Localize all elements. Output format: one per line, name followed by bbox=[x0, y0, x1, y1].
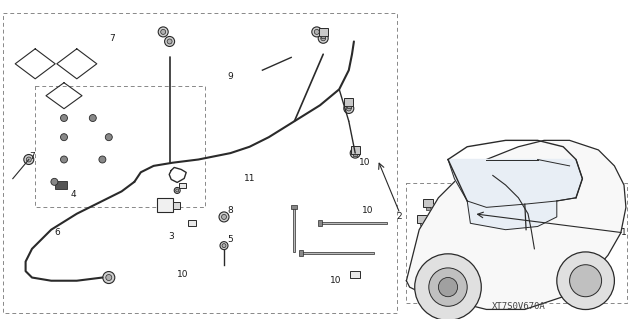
Circle shape bbox=[312, 27, 322, 37]
Circle shape bbox=[222, 244, 226, 248]
Circle shape bbox=[557, 252, 614, 309]
Bar bbox=[351, 146, 360, 153]
Circle shape bbox=[438, 278, 458, 297]
Circle shape bbox=[353, 151, 358, 156]
Circle shape bbox=[61, 156, 67, 163]
Circle shape bbox=[346, 106, 351, 111]
Text: 10: 10 bbox=[359, 158, 371, 167]
Bar bbox=[157, 198, 173, 212]
Bar bbox=[559, 177, 565, 183]
Circle shape bbox=[415, 254, 481, 319]
Text: 1: 1 bbox=[621, 228, 627, 237]
Bar bbox=[417, 214, 428, 223]
Circle shape bbox=[90, 115, 96, 122]
Bar bbox=[301, 252, 374, 254]
Bar bbox=[291, 205, 298, 209]
Circle shape bbox=[167, 39, 172, 44]
Circle shape bbox=[106, 134, 112, 141]
Bar bbox=[318, 220, 322, 226]
Bar bbox=[293, 207, 296, 252]
Circle shape bbox=[61, 115, 67, 122]
Bar bbox=[319, 28, 328, 35]
Text: 4: 4 bbox=[71, 190, 76, 199]
Circle shape bbox=[24, 154, 34, 165]
Bar bbox=[320, 222, 387, 224]
Bar bbox=[188, 220, 196, 226]
Bar bbox=[173, 202, 180, 209]
Bar bbox=[440, 230, 450, 239]
Bar bbox=[426, 207, 429, 210]
Circle shape bbox=[61, 134, 67, 141]
Bar bbox=[344, 99, 353, 106]
Bar bbox=[420, 223, 424, 226]
Bar bbox=[406, 183, 627, 303]
Circle shape bbox=[219, 212, 229, 222]
Bar bbox=[561, 183, 563, 185]
Text: 6: 6 bbox=[55, 228, 60, 237]
Circle shape bbox=[221, 214, 227, 219]
Text: 7: 7 bbox=[29, 152, 35, 161]
Bar bbox=[452, 204, 456, 206]
Text: XT7S0V670A: XT7S0V670A bbox=[492, 302, 545, 311]
Text: 2: 2 bbox=[397, 212, 402, 221]
Bar bbox=[321, 35, 325, 38]
Circle shape bbox=[174, 188, 180, 193]
Circle shape bbox=[350, 148, 360, 158]
Circle shape bbox=[161, 29, 166, 34]
Circle shape bbox=[321, 36, 326, 41]
Bar bbox=[465, 219, 469, 221]
Text: 8: 8 bbox=[228, 206, 233, 215]
Text: 10: 10 bbox=[177, 270, 188, 279]
Bar bbox=[3, 13, 397, 313]
Bar bbox=[353, 153, 357, 156]
Polygon shape bbox=[406, 140, 626, 309]
Circle shape bbox=[344, 103, 354, 114]
Bar bbox=[443, 239, 447, 241]
Circle shape bbox=[429, 268, 467, 306]
Text: 7: 7 bbox=[109, 34, 115, 43]
Text: 10: 10 bbox=[330, 276, 342, 285]
Circle shape bbox=[164, 36, 175, 47]
Text: 11: 11 bbox=[244, 174, 255, 183]
Circle shape bbox=[106, 275, 112, 280]
Bar bbox=[449, 195, 460, 204]
Circle shape bbox=[220, 241, 228, 250]
Text: 10: 10 bbox=[362, 206, 374, 215]
Polygon shape bbox=[467, 201, 557, 230]
Circle shape bbox=[51, 178, 58, 185]
Circle shape bbox=[570, 265, 602, 297]
Circle shape bbox=[26, 157, 31, 162]
Polygon shape bbox=[448, 160, 582, 207]
Text: 9: 9 bbox=[228, 72, 233, 81]
Circle shape bbox=[103, 271, 115, 284]
Bar bbox=[422, 198, 433, 207]
Bar bbox=[299, 250, 303, 256]
Circle shape bbox=[158, 27, 168, 37]
Circle shape bbox=[99, 156, 106, 163]
Text: 5: 5 bbox=[228, 235, 233, 244]
Bar bbox=[179, 183, 186, 188]
Circle shape bbox=[318, 33, 328, 43]
Text: 3: 3 bbox=[169, 232, 174, 241]
Bar bbox=[55, 181, 67, 189]
Bar bbox=[350, 271, 360, 278]
Circle shape bbox=[314, 29, 319, 34]
Bar bbox=[35, 86, 205, 207]
Bar bbox=[462, 210, 472, 219]
Circle shape bbox=[176, 189, 179, 192]
Bar bbox=[347, 106, 351, 108]
